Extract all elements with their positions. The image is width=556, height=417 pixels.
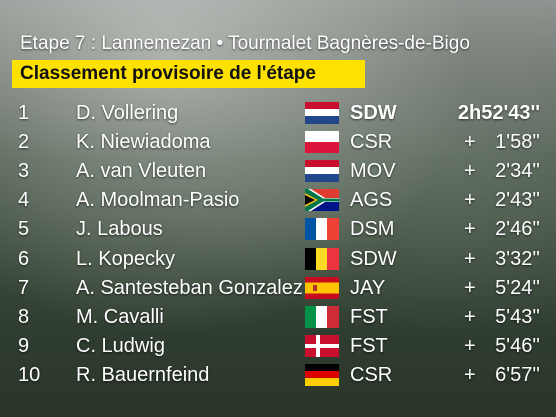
rank: 2 — [18, 131, 30, 154]
rider-name: C. Ludwig — [76, 334, 165, 357]
rider-name: M. Cavalli — [76, 305, 164, 328]
time: + 2'43'' — [463, 189, 540, 212]
time: + 2'34'' — [463, 160, 540, 183]
team: FST — [350, 305, 388, 328]
team: JAY — [350, 276, 386, 299]
subtitle: Classement provisoire de l'étape — [20, 63, 316, 84]
rider-name: L. Kopecky — [76, 247, 175, 270]
team: CSR — [350, 131, 393, 154]
rider-name: D. Vollering — [76, 102, 179, 124]
team: FST — [350, 334, 388, 357]
flag — [305, 102, 339, 124]
rider-name: A. van Vleuten — [76, 160, 207, 183]
time: 2h52'43'' — [457, 102, 540, 124]
rank: 8 — [18, 305, 30, 328]
team: DSM — [350, 218, 395, 241]
rank: 6 — [18, 247, 30, 270]
rank: 5 — [18, 218, 30, 241]
rank: 3 — [18, 160, 30, 183]
rider-name: J. Labous — [76, 218, 163, 241]
time: + 2'46'' — [463, 218, 540, 241]
flag — [305, 247, 339, 270]
team: CSR — [350, 363, 393, 386]
time: + 5'43'' — [463, 305, 540, 328]
rider-name: A. Moolman-Pasio — [76, 189, 240, 212]
flag — [305, 189, 339, 212]
time: + 1'58'' — [463, 131, 540, 154]
rider-name: R. Bauernfeind — [76, 363, 210, 386]
rider-name: K. Niewiadoma — [76, 131, 211, 154]
team: AGS — [350, 189, 393, 212]
rank: 7 — [18, 276, 30, 299]
time: + 5'46'' — [463, 334, 540, 357]
flag — [305, 276, 339, 299]
flag — [305, 363, 339, 386]
team: SDW — [350, 102, 397, 124]
rank: 9 — [18, 334, 30, 357]
rider-name: A. Santesteban Gonzalez — [76, 276, 303, 299]
rank: 10 — [18, 363, 41, 386]
team: SDW — [350, 247, 397, 270]
time: + 3'32'' — [463, 247, 540, 270]
rank: 1 — [18, 102, 30, 124]
time: + 5'24'' — [463, 276, 540, 299]
time: + 6'57'' — [463, 363, 540, 386]
flag — [305, 305, 339, 328]
rank: 4 — [18, 189, 30, 212]
flag — [305, 131, 339, 154]
stage-title: Étape 7 : Lannemezan • Tourmalet Bagnère… — [20, 34, 470, 53]
team: MOV — [350, 160, 396, 183]
flag — [305, 160, 339, 183]
flag — [305, 334, 339, 357]
subtitle-band — [12, 60, 365, 88]
flag — [305, 218, 339, 241]
